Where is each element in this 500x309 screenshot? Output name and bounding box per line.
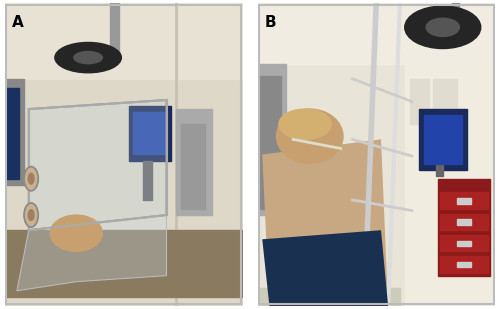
Bar [5,3,242,79]
Bar [440,256,488,273]
Bar [436,163,443,176]
Polygon shape [262,139,388,306]
Bar [457,219,471,225]
Text: B: B [264,15,276,30]
Ellipse shape [74,52,102,64]
Bar [410,79,428,124]
Bar [419,109,467,170]
Bar [128,106,171,161]
Bar [452,3,460,45]
Ellipse shape [24,203,38,227]
Ellipse shape [55,42,122,73]
Bar [5,88,19,179]
Polygon shape [17,215,167,291]
Bar [5,79,24,185]
Bar [457,262,471,267]
Bar [440,192,488,209]
Bar [133,112,166,154]
Bar [260,76,281,209]
Bar [258,3,495,64]
Bar [457,240,471,246]
Bar [258,64,286,215]
Bar [440,214,488,230]
Bar [176,109,212,215]
Bar [438,179,490,276]
Polygon shape [29,100,166,230]
Ellipse shape [405,6,481,49]
Ellipse shape [28,209,34,221]
Ellipse shape [426,18,460,36]
Bar [181,124,204,209]
Bar [424,115,462,163]
Bar [110,3,119,57]
Ellipse shape [276,109,343,163]
Bar [440,235,488,252]
Bar [405,64,495,306]
Bar [143,161,152,200]
Text: A: A [12,15,24,30]
Bar [457,198,471,204]
Ellipse shape [24,167,38,191]
Bar [5,230,242,297]
Bar [258,288,400,306]
Ellipse shape [50,215,102,252]
Bar [433,79,457,139]
Polygon shape [262,230,388,306]
Ellipse shape [28,173,34,185]
Ellipse shape [279,109,331,139]
